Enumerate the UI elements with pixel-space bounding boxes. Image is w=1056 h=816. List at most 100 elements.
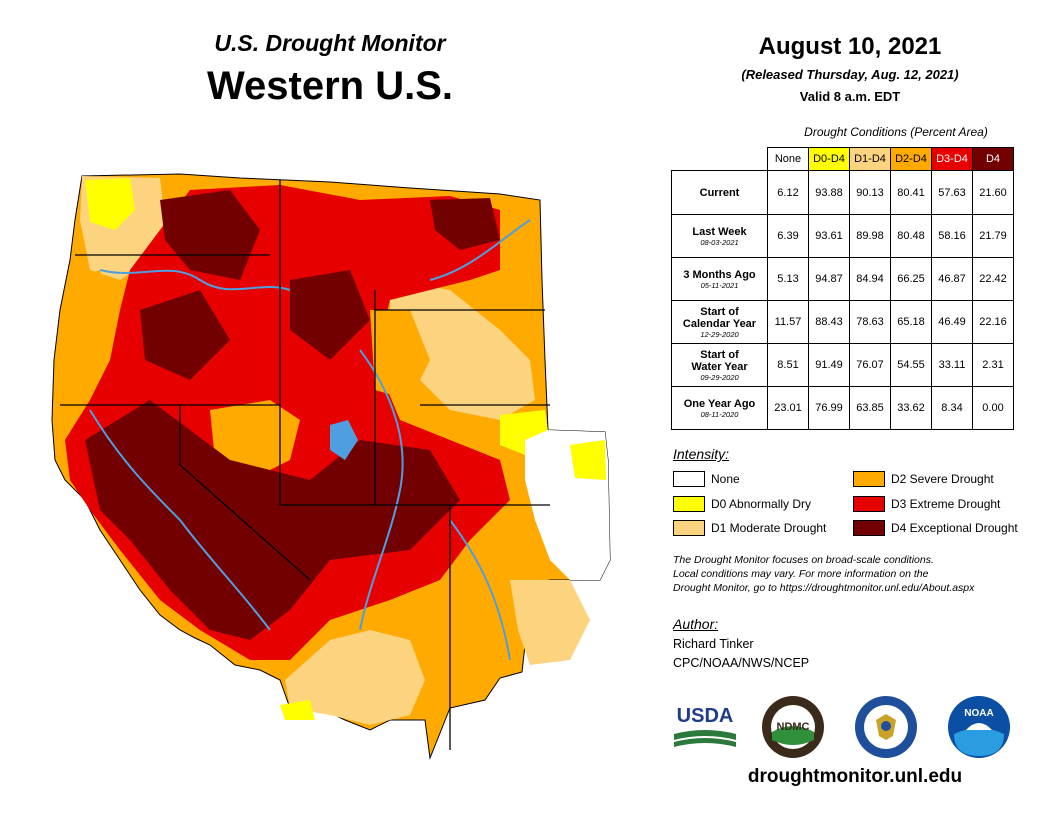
table-cell: 6.39	[767, 214, 809, 258]
table-cell: 22.42	[972, 257, 1014, 301]
legend-label: D0 Abnormally Dry	[711, 497, 812, 511]
valid-time: Valid 8 a.m. EDT	[799, 89, 901, 104]
table-cell: 2.31	[972, 343, 1014, 387]
table-cell: 88.43	[808, 300, 850, 344]
table-cell: 46.87	[931, 257, 973, 301]
row-date: 08-03-2021	[700, 237, 739, 247]
row-label-text: Current	[699, 186, 740, 199]
legend-item-d1: D1 Moderate Drought	[673, 519, 826, 537]
map-d0-az	[280, 700, 315, 720]
map-d1-nm	[510, 580, 590, 665]
legend-swatch	[673, 520, 705, 536]
legend-swatch	[853, 471, 885, 487]
table-cell: 46.49	[931, 300, 973, 344]
row-date: 12-29-2020	[700, 329, 739, 339]
table-row: 3 Months Ago 05-11-2021 5.13 94.87 84.94 66.2…	[671, 257, 1014, 301]
info-note: The Drought Monitor focuses on broad-sca…	[673, 553, 1043, 595]
row-date: 09-29-2020	[700, 372, 739, 382]
row-label-text: Last Week	[692, 225, 747, 238]
table-cell: 23.01	[767, 386, 809, 430]
map-d0-wa	[85, 178, 135, 230]
legend-label: D4 Exceptional Drought	[891, 521, 1018, 535]
legend-swatch	[853, 496, 885, 512]
map-d0-ks	[570, 440, 606, 480]
col-header: D0-D4	[808, 147, 850, 171]
table-corner	[672, 148, 768, 171]
table-cell: 6.12	[767, 170, 809, 215]
noaa-logo-text: NOAA	[964, 708, 993, 719]
map-d1-az	[285, 630, 425, 725]
commerce-seal	[855, 696, 917, 758]
release-date: (Released Thursday, Aug. 12, 2021)	[741, 67, 959, 82]
table-cell: 11.57	[767, 300, 809, 344]
map-d4-id	[290, 270, 370, 360]
table-cell: 76.99	[808, 386, 850, 430]
ndmc-logo-text: NDMC	[777, 721, 810, 733]
map-d4-nw	[160, 190, 260, 280]
map-d1-ne	[390, 280, 535, 420]
row-label-text: Start of	[700, 305, 739, 318]
table-cell: 80.41	[890, 170, 932, 215]
table-cell: 80.48	[890, 214, 932, 258]
map-d2-ut	[370, 310, 430, 400]
col-header: D1-D4	[849, 147, 891, 171]
legend-item-none: None	[673, 470, 740, 488]
region-title: Western U.S.	[207, 64, 453, 108]
table-row: Last Week 08-03-2021 6.39 93.61 89.98 80.48 58…	[671, 214, 1014, 258]
table-cell: 93.88	[808, 170, 850, 215]
table-cell: 54.55	[890, 343, 932, 387]
state-boundaries	[60, 180, 550, 750]
note-line: The Drought Monitor focuses on broad-sca…	[673, 554, 934, 566]
col-header: D2-D4	[890, 147, 932, 171]
table-cell: 0.00	[972, 386, 1014, 430]
map-d2-nv	[210, 400, 300, 480]
table-cell: 63.85	[849, 386, 891, 430]
table-cell: 66.25	[890, 257, 932, 301]
note-line: Drought Monitor, go to https://droughtmo…	[673, 582, 975, 594]
table-cell: 93.61	[808, 214, 850, 258]
table-cell: 84.94	[849, 257, 891, 301]
row-label-text-2: Water Year	[691, 360, 748, 373]
legend-swatch	[673, 471, 705, 487]
table-row: Start of Calendar Year 12-29-2020 11.57 88.4…	[671, 300, 1014, 344]
table-cell: 22.16	[972, 300, 1014, 344]
row-label: Last Week 08-03-2021	[671, 214, 768, 258]
table-header-row: None D0-D4 D1-D4 D2-D4 D3-D4 D4	[672, 147, 1014, 171]
author-name: Richard Tinker	[673, 637, 754, 651]
table-cell: 8.34	[931, 386, 973, 430]
legend-item-d3: D3 Extreme Drought	[853, 495, 1000, 513]
map-d4-or	[140, 290, 230, 380]
legend-item-d0: D0 Abnormally Dry	[673, 495, 811, 513]
row-label-text: Start of	[700, 348, 739, 361]
footer-url[interactable]: droughtmonitor.unl.edu	[747, 766, 963, 787]
usda-logo: USDA	[674, 705, 736, 747]
table-cell: 21.79	[972, 214, 1014, 258]
valid-date: August 10, 2021	[758, 33, 942, 60]
great-salt-lake	[330, 420, 358, 460]
legend-label: D3 Extreme Drought	[891, 497, 1001, 511]
table-cell: 58.16	[931, 214, 973, 258]
table-caption: Drought Conditions (Percent Area)	[804, 125, 988, 139]
row-label-text-2: Calendar Year	[682, 317, 757, 330]
map-rivers	[89, 219, 531, 661]
row-label: Current	[671, 170, 768, 215]
map-d4-mt	[430, 198, 500, 250]
row-label: 3 Months Ago 05-11-2021	[671, 257, 768, 301]
map-d4-ca-nv	[85, 400, 460, 640]
row-date: 08-11-2020	[700, 409, 739, 419]
author-title: Author:	[673, 616, 719, 632]
legend-swatch	[853, 520, 885, 536]
table-cell: 90.13	[849, 170, 891, 215]
row-label-text: One Year Ago	[683, 397, 756, 410]
table-row: One Year Ago 08-11-2020 23.01 76.99 63.85 33.…	[671, 386, 1014, 430]
legend-item-d2: D2 Severe Drought	[853, 470, 994, 488]
table-cell: 89.98	[849, 214, 891, 258]
table-row: Current 6.12 93.88 90.13 80.41 57.63 21.60	[671, 170, 1014, 215]
row-date: 05-11-2021	[700, 280, 739, 290]
map-title: U.S. Drought Monitor	[214, 30, 446, 56]
table-cell: 57.63	[931, 170, 973, 215]
author-org: CPC/NOAA/NWS/NCEP	[673, 656, 810, 670]
legend-item-d4: D4 Exceptional Drought	[853, 519, 1018, 537]
row-label-text: 3 Months Ago	[683, 268, 756, 281]
table-cell: 91.49	[808, 343, 850, 387]
